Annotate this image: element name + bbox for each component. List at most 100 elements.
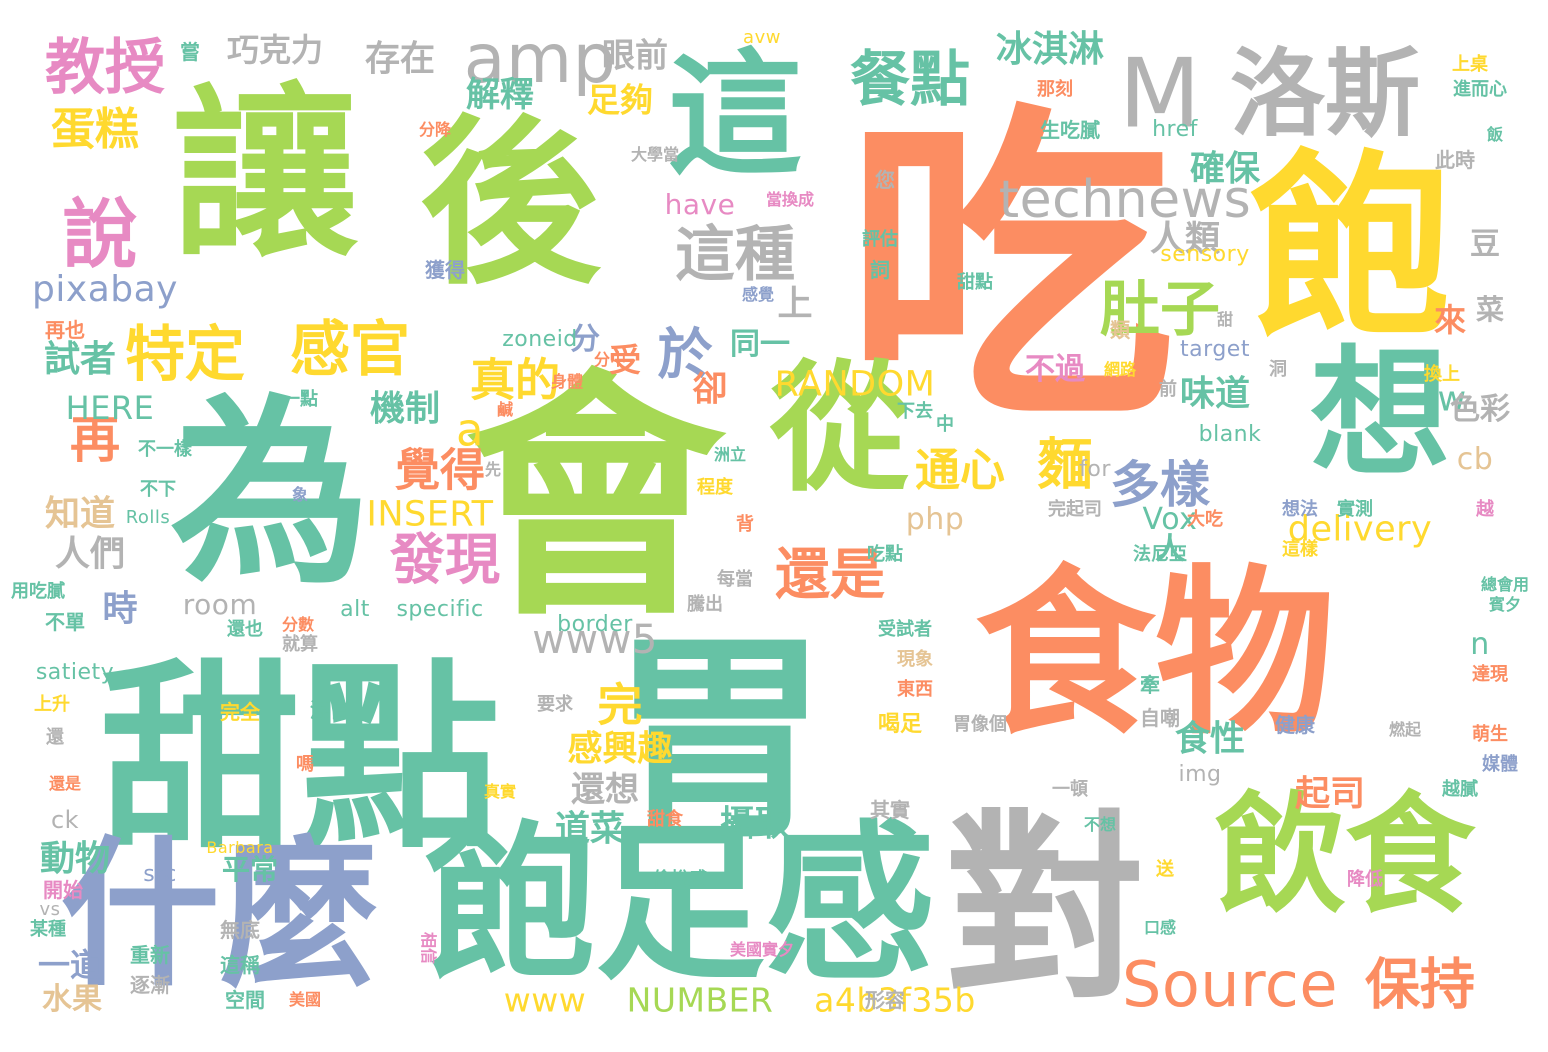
cloud-word: 知道 (44, 494, 116, 535)
cloud-word: 飽 (1249, 133, 1451, 366)
cloud-word: 為 (169, 378, 371, 611)
cloud-word: 想法 (1282, 499, 1318, 520)
cloud-word: border (557, 612, 633, 637)
cloud-word: 感覺 (741, 285, 775, 304)
cloud-word: Barbara (206, 838, 274, 857)
cloud-word: 大吃 (1187, 509, 1223, 530)
cloud-word: for (1079, 457, 1111, 482)
cloud-word: 胃 (609, 612, 831, 868)
cloud-word: ck (50, 806, 80, 834)
cloud-word: 降低 (1347, 869, 1383, 890)
cloud-word: 程度 (697, 477, 733, 498)
cloud-word: 形容 (865, 988, 905, 1012)
cloud-word: 媒體 (1482, 754, 1518, 775)
cloud-word: 再也 (45, 318, 85, 342)
cloud-word: target (1180, 337, 1250, 362)
cloud-word: 無底 (220, 918, 260, 942)
cloud-word: 多樣 (1110, 456, 1210, 514)
cloud-word: 分降 (418, 120, 452, 139)
cloud-word: 胃像個 (953, 714, 1007, 735)
cloud-word: 不下 (140, 479, 176, 500)
cloud-word: delivery (1287, 509, 1433, 550)
cloud-word: 這稱 (220, 953, 260, 977)
cloud-word: 蛋糕 (51, 104, 139, 155)
cloud-word: alt (340, 597, 370, 622)
cloud-word: 此時 (1435, 148, 1475, 172)
cloud-word: 空間 (225, 988, 265, 1012)
cloud-word: 評估 (862, 229, 898, 250)
cloud-word: zoneid (502, 327, 578, 352)
cloud-word: 健康 (1275, 713, 1315, 737)
cloud-word: 飽足感 (424, 806, 936, 1004)
cloud-word: 機制 (369, 389, 441, 430)
cloud-word: 動物 (39, 839, 111, 880)
cloud-word: 人 (1155, 532, 1185, 567)
cloud-word: 上桌 (1452, 54, 1488, 75)
cloud-word: cb (1456, 442, 1494, 477)
cloud-word: 色彩 (1450, 392, 1510, 427)
cloud-word: 味道 (1179, 374, 1251, 415)
cloud-word: 甜 (1216, 310, 1234, 329)
cloud-word: 每當 (717, 569, 753, 590)
cloud-word: 再 (70, 411, 120, 469)
cloud-word: 中 (936, 414, 954, 435)
cloud-word: 洞 (1269, 359, 1287, 380)
cloud-word: 下去 (897, 401, 933, 422)
cloud-word: 豆 (1470, 227, 1500, 262)
cloud-word: src (143, 862, 177, 887)
cloud-word: 飯 (1486, 125, 1504, 144)
cloud-word: 確保 (1189, 149, 1261, 190)
cloud-word: 教授 (45, 33, 165, 103)
cloud-word: 賓夕 (1488, 595, 1522, 614)
cloud-word: 這 (667, 36, 803, 194)
cloud-word: 於 (657, 322, 713, 387)
cloud-word: 通心 (914, 443, 1006, 497)
cloud-word: a4b3f35b (814, 980, 976, 1020)
cloud-word: 讓 (172, 66, 358, 283)
cloud-word: 完全 (220, 700, 260, 724)
cloud-word: 從 (769, 348, 911, 511)
cloud-word: room (182, 588, 258, 621)
cloud-word: 受試者 (878, 619, 932, 640)
cloud-word: 這樣 (1282, 539, 1318, 560)
cloud-word: 說 (62, 190, 138, 279)
cloud-word: pixabay (32, 269, 178, 310)
cloud-word: 飲食 (1214, 779, 1476, 931)
cloud-word: 進而心 (1453, 79, 1507, 100)
cloud-word: 解釋 (466, 75, 534, 115)
cloud-word: 完 (597, 678, 643, 732)
cloud-word: 食性 (1174, 719, 1246, 760)
cloud-word: 同一 (730, 327, 790, 362)
cloud-word: 萌生 (1472, 724, 1508, 745)
cloud-word: 實測 (1337, 499, 1373, 520)
cloud-word: 受 (608, 341, 642, 379)
cloud-word: specific (396, 597, 484, 622)
cloud-word: 類 (1110, 318, 1130, 342)
cloud-word: 人類 (1149, 219, 1221, 260)
cloud-word: a (455, 403, 485, 457)
cloud-word: 口感 (1143, 918, 1177, 937)
cloud-word: INSERT (366, 494, 494, 535)
cloud-word: 大學當 (630, 145, 680, 164)
cloud-word: 越 (1476, 499, 1494, 520)
cloud-word: avw (743, 27, 781, 48)
cloud-word: 還 (46, 727, 64, 748)
cloud-word: 其實 (870, 798, 910, 822)
cloud-word: 美國 (288, 990, 322, 1009)
cloud-word: 先 (484, 460, 502, 479)
cloud-word: www5 (532, 617, 658, 663)
cloud-word: 起司 (1294, 774, 1366, 815)
cloud-word: 平常 (221, 853, 279, 886)
cloud-word: 一點 (282, 389, 318, 410)
cloud-word: 特定 (125, 320, 245, 390)
cloud-word: 攝取 (719, 804, 791, 845)
cloud-word: 食物 (974, 550, 1336, 759)
cloud-word: Vox (1142, 502, 1198, 537)
cloud-word: 感官 (290, 315, 410, 385)
cloud-word: 麵 (1037, 432, 1093, 497)
cloud-word: 就算 (282, 634, 318, 655)
cloud-word: 嘗 (180, 40, 200, 64)
cloud-word: 水果 (42, 982, 102, 1017)
cloud-word: 試者 (43, 339, 117, 380)
